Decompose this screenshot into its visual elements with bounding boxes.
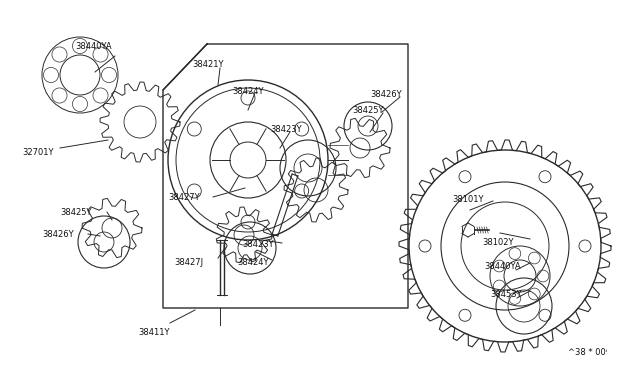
Text: 38426Y: 38426Y [42,230,74,239]
Text: 38102Y: 38102Y [482,238,513,247]
Text: 38411Y: 38411Y [138,328,170,337]
Text: 38425Y: 38425Y [60,208,92,217]
Text: 38453Y: 38453Y [490,290,522,299]
Text: 38427J: 38427J [174,258,203,267]
Text: 38421Y: 38421Y [192,60,223,69]
Text: 38426Y: 38426Y [370,90,402,99]
Text: 38440YA: 38440YA [484,262,520,271]
Text: ^38 * 00ⁱ: ^38 * 00ⁱ [568,348,607,357]
Text: 38424Y: 38424Y [237,258,269,267]
Text: 38440YA: 38440YA [75,42,111,51]
Text: 38101Y: 38101Y [452,195,483,204]
Text: 38427Y: 38427Y [168,193,200,202]
Text: 38424Y: 38424Y [232,87,264,96]
Text: 38425Y: 38425Y [352,106,383,115]
Text: 38423Y: 38423Y [270,125,301,134]
Text: 38423Y: 38423Y [242,240,274,249]
Text: 32701Y: 32701Y [22,148,54,157]
